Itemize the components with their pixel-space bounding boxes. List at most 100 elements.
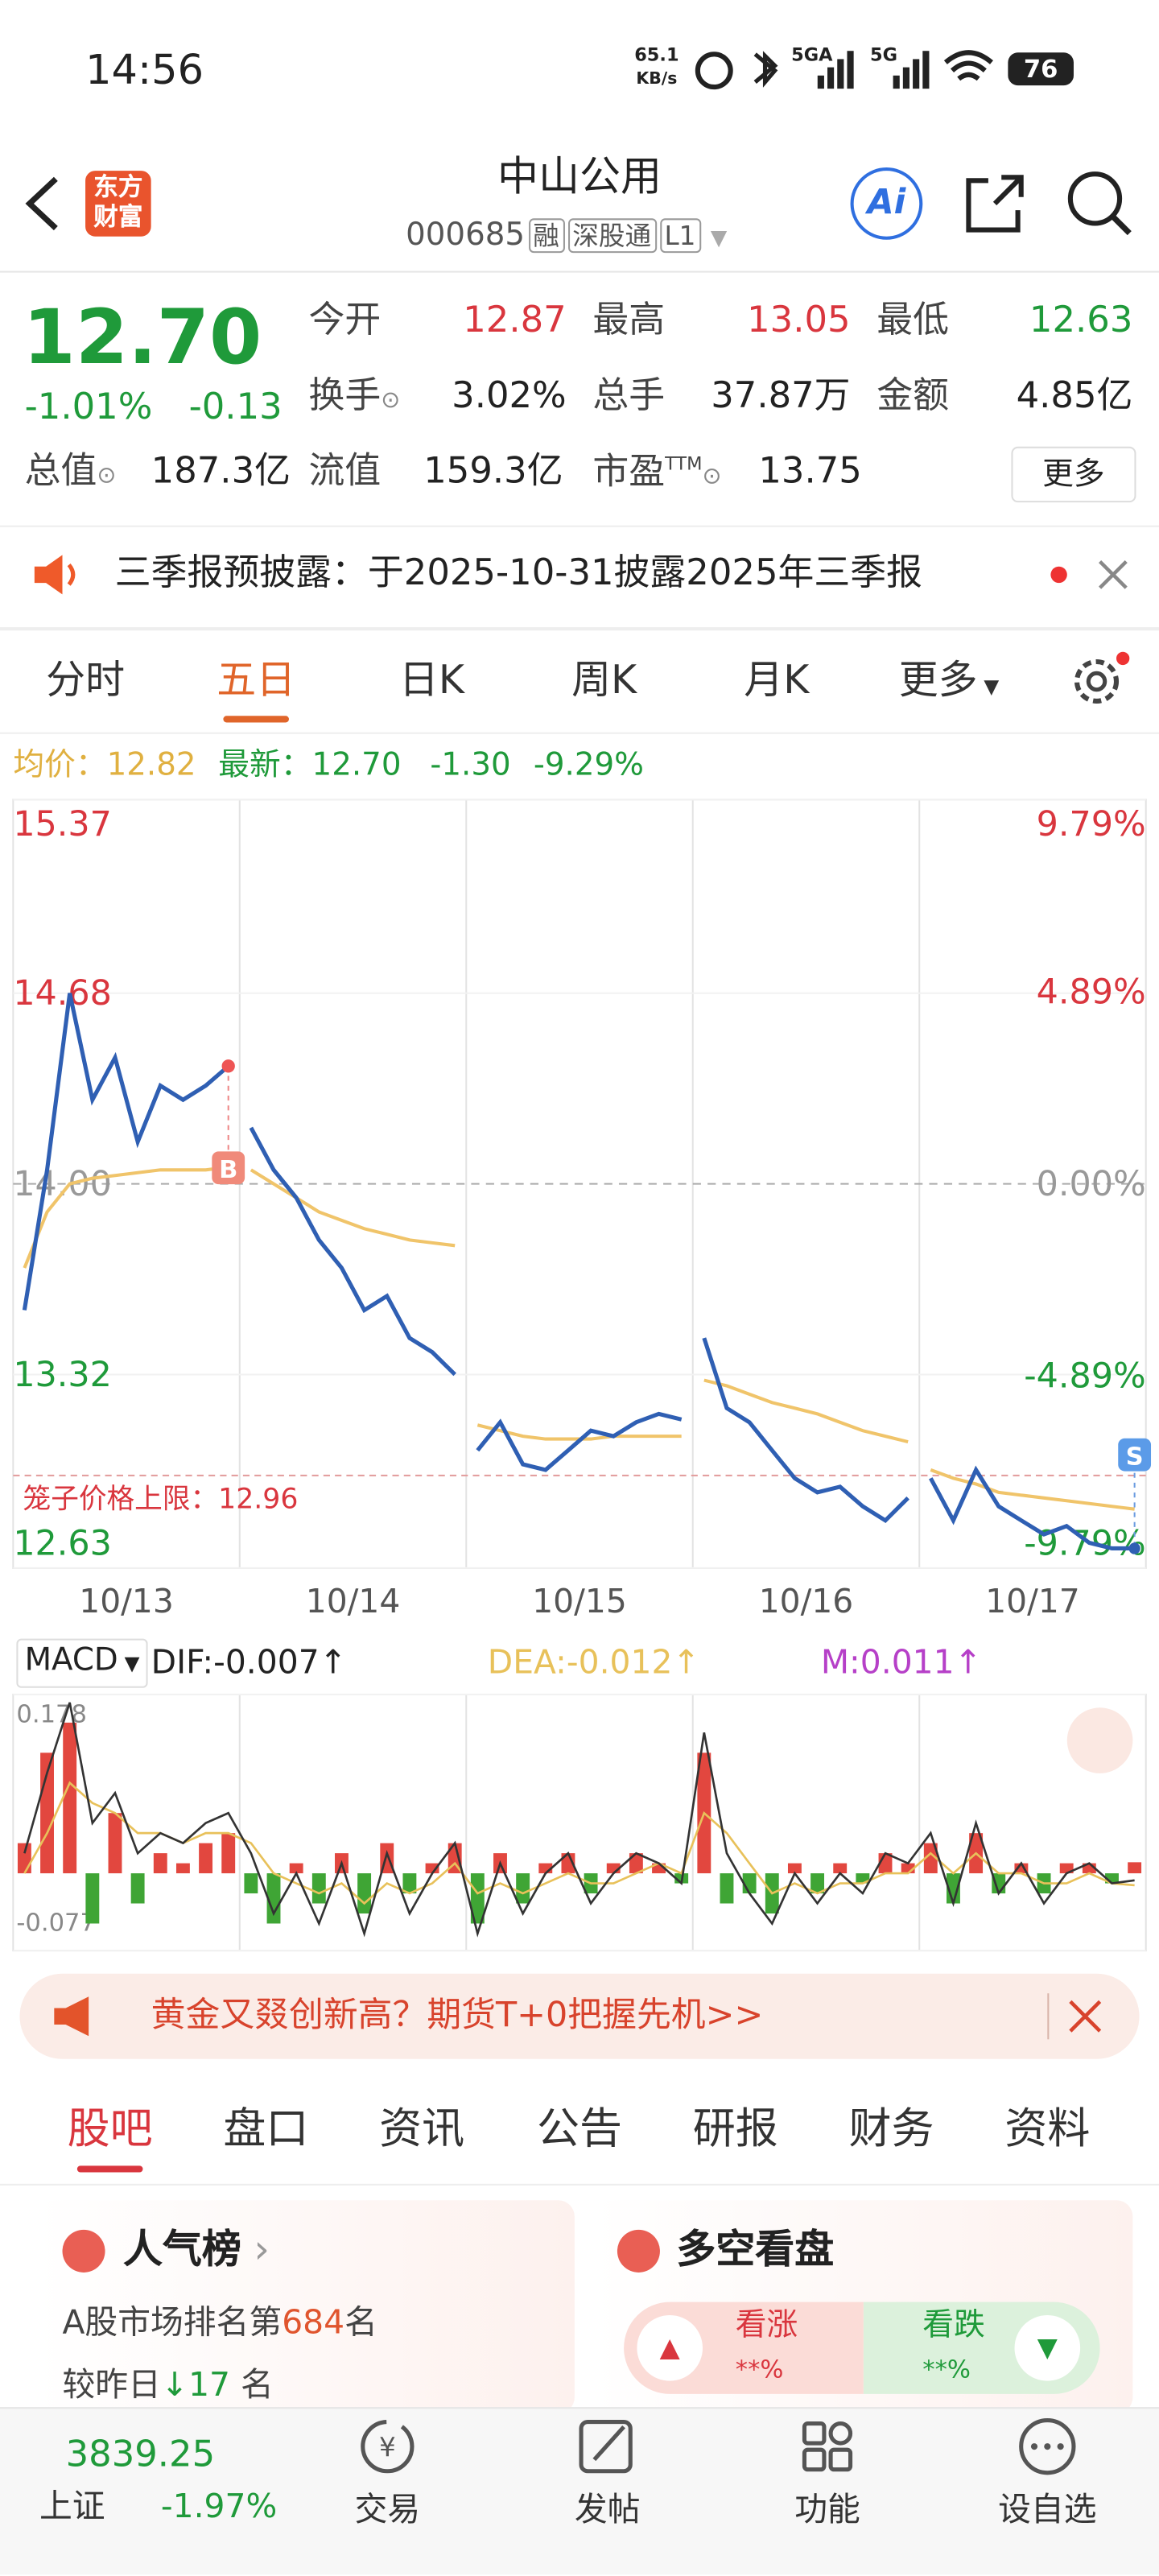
back-button[interactable]	[19, 172, 68, 238]
ai-label: Ai	[867, 182, 906, 222]
content-tab[interactable]: 资讯	[379, 2104, 465, 2155]
content-tab[interactable]: 公告	[536, 2104, 623, 2155]
popular-title: 人气榜 ›	[122, 2226, 270, 2273]
limit-label: 笼子价格上限：12.96	[23, 1484, 299, 1516]
field-value: 12.87	[463, 300, 567, 342]
macd-bar	[833, 1863, 848, 1874]
indicator-select[interactable]	[16, 1638, 148, 1688]
chart-tab[interactable]: 五日	[217, 656, 296, 703]
avg-price: 均价：12.82	[13, 747, 196, 783]
notice-text[interactable]: 三季报预披露：于2025-10-31披露2025年三季报	[114, 553, 922, 595]
field-label: 最高	[592, 300, 666, 342]
field-label: 流值	[308, 451, 382, 493]
promo-banner[interactable]	[19, 1973, 1140, 2059]
label-text: 换手	[308, 376, 382, 418]
field-value: 12.63	[1029, 300, 1133, 342]
dif-line	[23, 1702, 1135, 1938]
speaker-icon	[34, 555, 76, 595]
close-notice[interactable]	[1097, 558, 1130, 591]
field-value: 159.3亿	[423, 451, 563, 493]
nav-item[interactable]: 设自选	[998, 2489, 1097, 2529]
down-icon	[1014, 2314, 1081, 2381]
nav-icons: ¥	[361, 2417, 1076, 2475]
chart-tab[interactable]: 日K	[398, 656, 464, 703]
up-label: 看涨	[735, 2306, 798, 2343]
stock-code: 000685	[406, 217, 526, 254]
change-prefix: 较昨日	[62, 2364, 161, 2405]
content-tab[interactable]: 盘口	[223, 2104, 309, 2155]
expand-button[interactable]	[1066, 1707, 1133, 1773]
more-button[interactable]: 更多	[1011, 446, 1136, 503]
field-label: 今开	[308, 300, 382, 342]
up-icon	[637, 2314, 703, 2381]
content-tab[interactable]: 股吧	[67, 2104, 153, 2155]
macd-bar	[153, 1853, 167, 1874]
marker-dot	[221, 1059, 235, 1073]
nav-item[interactable]: 交易	[354, 2489, 421, 2529]
content-tab[interactable]: 财务	[848, 2104, 934, 2155]
promo-icon	[54, 1996, 89, 2037]
macd-bar	[357, 1873, 372, 1913]
macd-bar	[17, 1843, 31, 1874]
sentiment-title: 多空看盘	[676, 2226, 835, 2273]
macd-bar	[810, 1873, 825, 1894]
y-tick-label: 14.00	[13, 1164, 112, 1204]
chart-tab[interactable]: 更多 ▼	[898, 656, 1000, 703]
ai-button[interactable]	[850, 167, 923, 240]
y-tick-label: 15.37	[13, 804, 112, 844]
macd-bar	[787, 1863, 802, 1874]
field-label: 最低	[876, 300, 949, 342]
macd-bar	[629, 1853, 643, 1874]
macd-bar	[516, 1873, 530, 1904]
popular-icon	[62, 2229, 105, 2273]
popular-card[interactable]	[35, 2200, 575, 2414]
svg-text:¥: ¥	[379, 2432, 396, 2462]
macd-bar	[402, 1873, 417, 1894]
up-arrow: ▲	[659, 2331, 680, 2363]
change-pct: -1.01%	[24, 387, 153, 429]
price-line	[476, 1411, 683, 1472]
title-text: 人气榜	[122, 2226, 241, 2273]
content-tab[interactable]: 研报	[692, 2104, 778, 2155]
status-icons	[695, 50, 993, 90]
indicator-label: MACD	[24, 1641, 118, 1678]
unread-dot	[1050, 566, 1067, 584]
settings-button[interactable]	[1069, 650, 1132, 713]
last-dot	[1128, 1542, 1140, 1554]
down-label: 看跌	[922, 2306, 985, 2343]
stock-code-line: 000685 融深股通 L1 ▼	[406, 217, 728, 254]
label-text: 市盈	[592, 452, 666, 493]
field-label: 换手⊙	[308, 376, 401, 418]
field-value: 187.3亿	[151, 451, 291, 493]
net-type: 5GA	[791, 44, 833, 66]
close-promo[interactable]	[1067, 1998, 1103, 2034]
macd-bar	[63, 1722, 77, 1874]
stock-name: 中山公用	[497, 152, 662, 200]
field-label: 金额	[876, 376, 949, 418]
y2-tick-label: 4.89%	[1037, 972, 1146, 1013]
rank-prefix: A股市场排名第	[62, 2301, 283, 2342]
index-value[interactable]: 3839.25	[65, 2434, 216, 2476]
latest-price: 最新：12.70	[218, 747, 402, 783]
chart-tab[interactable]: 月K	[744, 656, 810, 703]
x-tick-label: 10/13	[79, 1582, 174, 1620]
share-button[interactable]	[962, 171, 1028, 237]
rank-suffix: 名	[344, 2301, 377, 2342]
chart-tab[interactable]: 周K	[571, 656, 637, 703]
divider	[0, 732, 1159, 734]
price-line	[702, 1337, 909, 1523]
content-tab[interactable]: 资料	[1004, 2104, 1091, 2155]
change-suffix: 名	[240, 2364, 274, 2405]
y2-tick-label: 9.79%	[1037, 804, 1146, 844]
rank-change: 17	[188, 2364, 231, 2405]
macd-bar	[108, 1813, 122, 1874]
avg-line	[250, 1168, 456, 1248]
dif-label: DIF:-0.007↑	[151, 1641, 347, 1682]
net-unit: KB/s	[636, 70, 678, 89]
nav-item[interactable]: 发帖	[574, 2489, 641, 2529]
search-button[interactable]	[1064, 167, 1136, 240]
chart-tab[interactable]: 分时	[46, 656, 126, 703]
divider	[0, 2183, 1159, 2186]
nav-item[interactable]: 功能	[794, 2489, 860, 2529]
